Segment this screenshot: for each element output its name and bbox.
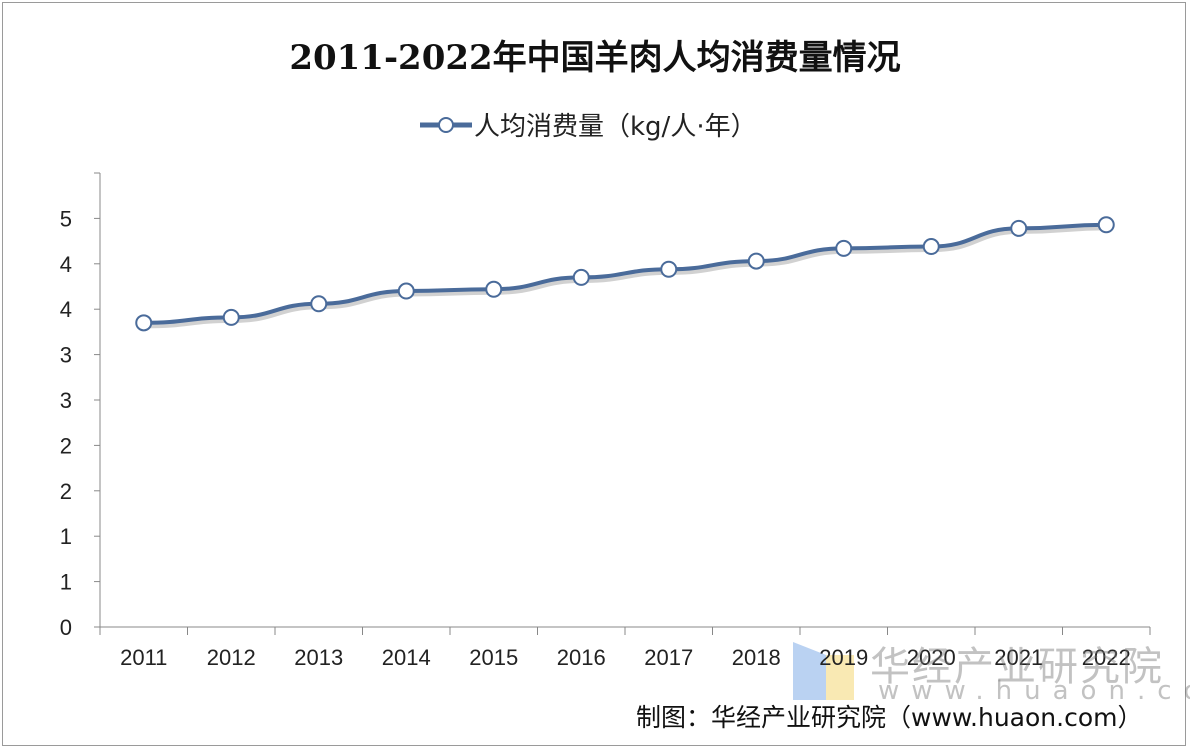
series-line	[143, 222, 1107, 325]
x-tick-label: 2015	[469, 645, 518, 670]
y-tick-label: 3	[60, 388, 72, 413]
y-tick-label: 4	[60, 252, 72, 277]
chart-title: 2011-2022年中国羊肉人均消费量情况	[289, 38, 901, 78]
legend-line-marker-icon	[420, 116, 472, 133]
source-credit: 制图：华经产业研究院（www.huaon.com）	[636, 703, 1143, 732]
y-tick-label: 0	[60, 615, 72, 640]
x-tick-label: 2014	[382, 645, 431, 670]
data-point	[222, 308, 240, 326]
x-tick-label: 2016	[557, 645, 606, 670]
x-tick-label: 2021	[994, 645, 1043, 670]
x-tick-label: 2012	[207, 645, 256, 670]
data-point	[310, 295, 328, 313]
data-point	[747, 252, 765, 270]
data-point	[572, 268, 590, 286]
x-tick-label: 2020	[907, 645, 956, 670]
data-point	[660, 260, 678, 278]
watermark-name: 华经产业研究院	[870, 644, 1164, 690]
x-tick-label: 2018	[732, 645, 781, 670]
data-point	[397, 282, 415, 300]
data-point	[1010, 219, 1028, 237]
watermark-logo-blue	[793, 642, 826, 700]
legend: 人均消费量（kg/人·年）	[418, 106, 757, 143]
y-tick-label: 2	[60, 479, 72, 504]
data-point	[922, 238, 940, 256]
x-tick-label: 2013	[294, 645, 343, 670]
x-tick-label: 2019	[819, 645, 868, 670]
y-tick-label: 3	[60, 343, 72, 368]
data-point	[485, 280, 503, 298]
data-point	[135, 314, 153, 332]
data-point	[1097, 216, 1115, 234]
legend-label: 人均消费量（kg/人·年）	[474, 112, 757, 142]
x-tick-label: 2017	[644, 645, 693, 670]
y-tick-label: 5	[60, 206, 72, 231]
y-tick-label: 1	[60, 524, 72, 549]
watermark-url: www.huaon.com	[878, 676, 1190, 706]
y-tick-label: 4	[60, 297, 72, 322]
y-tick-label: 1	[60, 570, 72, 595]
x-tick-label: 2011	[120, 645, 167, 670]
x-tick-label: 2022	[1082, 645, 1131, 670]
y-tick-label: 2	[60, 433, 72, 458]
series-line-shadow	[145, 225, 1109, 329]
watermark-logo-yellow	[826, 655, 854, 700]
data-point	[835, 239, 853, 257]
